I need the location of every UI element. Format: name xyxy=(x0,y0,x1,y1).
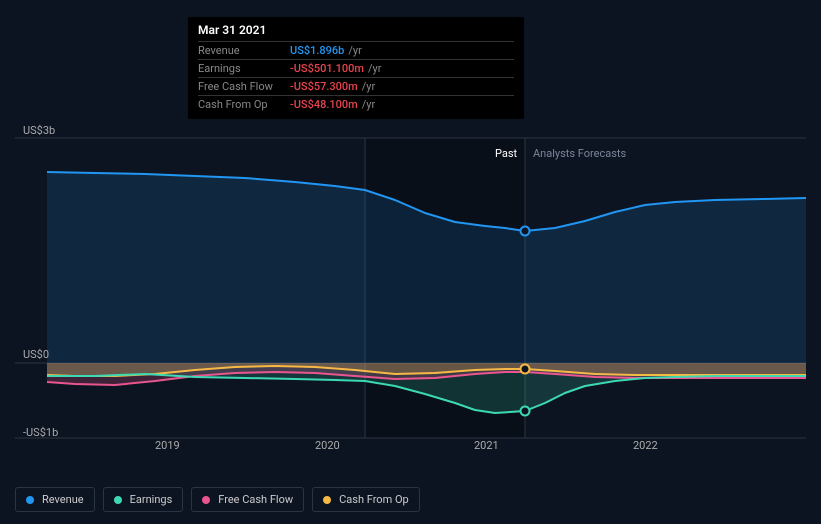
tooltip-metric-label: Revenue xyxy=(198,44,290,57)
tooltip-metric-value: -US$48.100m xyxy=(290,98,358,111)
tooltip-metric-label: Free Cash Flow xyxy=(198,80,290,93)
legend-item-cfo[interactable]: Cash From Op xyxy=(312,487,420,512)
chart-legend: Revenue Earnings Free Cash Flow Cash From O… xyxy=(15,487,420,512)
tooltip-metric-unit: /yr xyxy=(362,98,375,111)
tooltip-row: Earnings-US$501.100m/yr xyxy=(198,59,514,77)
legend-item-fcf[interactable]: Free Cash Flow xyxy=(191,487,304,512)
y-axis-label: US$0 xyxy=(23,348,49,361)
section-label: Past xyxy=(495,147,517,160)
chart-tooltip: Mar 31 2021 RevenueUS$1.896b/yrEarnings-… xyxy=(188,17,524,119)
tooltip-metric-unit: /yr xyxy=(362,80,375,93)
legend-dot-icon xyxy=(323,496,331,504)
x-axis-label: 2020 xyxy=(315,439,340,452)
tooltip-metric-unit: /yr xyxy=(348,44,361,57)
legend-dot-icon xyxy=(202,496,210,504)
legend-label: Cash From Op xyxy=(339,493,409,506)
tooltip-metric-label: Cash From Op xyxy=(198,98,290,111)
x-axis-label: 2022 xyxy=(633,439,658,452)
tooltip-metric-value: -US$501.100m xyxy=(290,62,364,75)
legend-label: Earnings xyxy=(130,493,173,506)
tooltip-date: Mar 31 2021 xyxy=(198,23,514,41)
chart-svg xyxy=(15,118,806,448)
tooltip-metric-value: US$1.896b xyxy=(290,44,344,57)
legend-label: Free Cash Flow xyxy=(218,493,293,506)
tooltip-row: Free Cash Flow-US$57.300m/yr xyxy=(198,77,514,95)
section-label: Analysts Forecasts xyxy=(533,147,626,160)
y-axis-label: -US$1b xyxy=(23,426,58,439)
tooltip-row: Cash From Op-US$48.100m/yr xyxy=(198,95,514,113)
tooltip-metric-label: Earnings xyxy=(198,62,290,75)
legend-item-revenue[interactable]: Revenue xyxy=(15,487,95,512)
tooltip-metric-unit: /yr xyxy=(368,62,381,75)
legend-label: Revenue xyxy=(42,493,84,506)
legend-dot-icon xyxy=(114,496,122,504)
y-axis-label: US$3b xyxy=(23,124,55,137)
tooltip-row: RevenueUS$1.896b/yr xyxy=(198,41,514,59)
legend-item-earnings[interactable]: Earnings xyxy=(103,487,184,512)
legend-dot-icon xyxy=(26,496,34,504)
x-axis-label: 2019 xyxy=(155,439,180,452)
tooltip-metric-value: -US$57.300m xyxy=(290,80,358,93)
x-axis-label: 2021 xyxy=(474,439,499,452)
financial-chart: US$3b US$0 -US$1b 2019 2020 2021 2022 Past Ana… xyxy=(15,118,806,468)
